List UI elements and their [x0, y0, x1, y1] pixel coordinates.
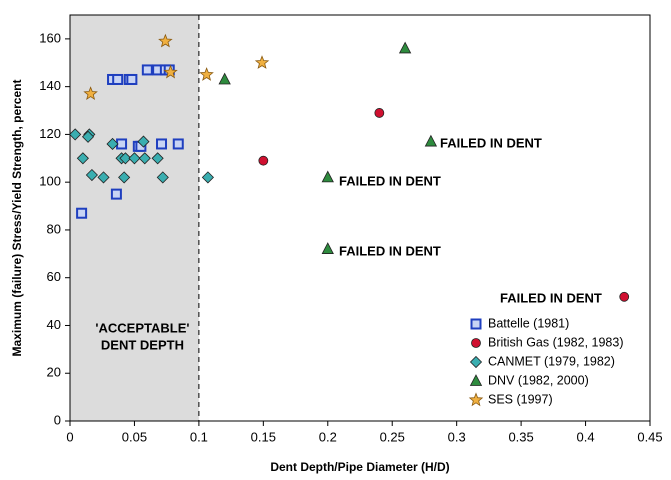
marker-square — [126, 73, 138, 85]
marker-square — [76, 207, 88, 219]
x-tick-label: 0.05 — [122, 429, 147, 444]
y-tick-label: 80 — [47, 221, 61, 236]
marker-star — [158, 33, 173, 48]
marker-diamond — [85, 168, 98, 182]
marker-diamond — [119, 152, 132, 165]
marker-triangle — [469, 374, 483, 386]
x-tick-label: 0.3 — [448, 429, 466, 444]
x-tick-label: 0.1 — [190, 429, 208, 444]
marker-circle — [471, 338, 481, 348]
marker-diamond — [97, 171, 110, 184]
marker-square — [156, 138, 168, 150]
marker-star — [468, 392, 484, 407]
marker-diamond — [151, 152, 164, 165]
marker-triangle — [218, 72, 231, 85]
x-axis-title: Dent Depth/Pipe Diameter (H/D) — [270, 460, 449, 474]
legend-label: Battelle (1981) — [488, 316, 569, 330]
legend-label: British Gas (1982, 1983) — [488, 335, 624, 349]
x-tick-label: 0.25 — [380, 429, 405, 444]
x-tick-label: 0.15 — [251, 429, 276, 444]
x-tick-label: 0.2 — [319, 429, 337, 444]
annotation: FAILED IN DENT — [339, 243, 441, 258]
x-tick-label: 0.35 — [508, 429, 533, 444]
legend-label: CANMET (1979, 1982) — [488, 354, 615, 368]
x-tick-label: 0.4 — [577, 429, 595, 444]
marker-diamond — [81, 130, 95, 143]
marker-diamond — [469, 355, 483, 369]
marker-triangle — [321, 242, 334, 254]
y-axis-title: Maximum (failure) Stress/Yield Strength,… — [10, 80, 24, 357]
marker-diamond — [156, 171, 169, 184]
legend-label: SES (1997) — [488, 392, 553, 406]
y-tick-label: 40 — [47, 317, 61, 332]
annotation: FAILED IN DENT — [440, 135, 542, 150]
marker-diamond — [76, 152, 89, 165]
marker-square — [172, 138, 184, 150]
marker-star — [163, 64, 178, 79]
marker-triangle — [321, 170, 334, 183]
marker-diamond — [201, 171, 214, 184]
marker-circle — [619, 291, 630, 302]
marker-star — [254, 55, 270, 69]
annotation: FAILED IN DENT — [339, 173, 441, 188]
marker-square — [141, 64, 153, 76]
x-tick-label: 0 — [66, 429, 73, 444]
legend-label: DNV (1982, 2000) — [488, 373, 589, 387]
marker-square — [110, 188, 122, 200]
marker-square — [112, 73, 124, 85]
marker-diamond — [69, 128, 82, 141]
y-tick-label: 120 — [39, 126, 61, 141]
shaded-label: DENT DEPTH — [101, 337, 184, 352]
marker-diamond — [128, 152, 141, 165]
y-tick-label: 100 — [39, 174, 61, 189]
marker-circle — [374, 108, 385, 118]
marker-star — [199, 67, 214, 81]
marker-diamond — [138, 152, 151, 165]
y-tick-label: 60 — [47, 269, 61, 284]
marker-circle — [258, 155, 269, 166]
x-tick-label: 0.45 — [637, 429, 662, 444]
marker-star — [83, 86, 98, 101]
marker-diamond — [106, 137, 119, 151]
shaded-label: 'ACCEPTABLE' — [95, 320, 189, 335]
marker-square — [470, 318, 482, 330]
marker-triangle — [398, 41, 412, 54]
y-tick-label: 160 — [39, 30, 61, 45]
y-tick-label: 140 — [39, 78, 61, 93]
annotation: FAILED IN DENT — [500, 290, 602, 305]
plot-frame — [69, 14, 651, 422]
marker-triangle — [424, 134, 438, 147]
y-tick-label: 20 — [47, 365, 61, 380]
marker-diamond — [137, 135, 150, 148]
y-tick-label: 0 — [54, 412, 61, 427]
marker-diamond — [118, 171, 131, 184]
